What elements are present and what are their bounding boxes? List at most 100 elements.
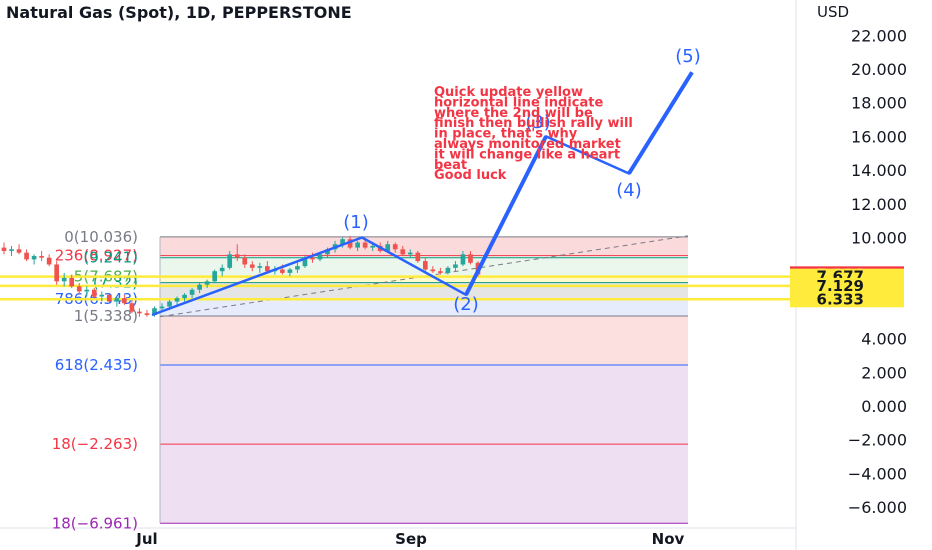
candle-body [415, 252, 421, 262]
fib-level-label: 0(10.036) [64, 228, 138, 246]
price-tick: 4.000 [861, 330, 907, 349]
candle-body [340, 239, 345, 245]
fib-level-label: (7.32) [93, 274, 138, 292]
candle-body [430, 269, 436, 272]
candle-body [227, 254, 233, 268]
candle-body [9, 249, 14, 251]
price-tick: 18.000 [851, 94, 907, 113]
price-tick: 10.000 [851, 229, 907, 248]
candle-body [99, 294, 105, 297]
time-tick: Nov [652, 530, 685, 548]
candle-body [137, 311, 142, 314]
time-tick: Jul [135, 530, 157, 548]
candle-body [84, 289, 90, 292]
price-axis[interactable]: 22.000 20.000 18.000 16.000 14.000 12.000 10.0… [848, 26, 907, 517]
fib-zone [160, 316, 688, 365]
fib-level-label: 18(−2.263) [52, 435, 138, 453]
candle-body [265, 266, 270, 272]
candle-body [1, 247, 7, 251]
candle-body [189, 289, 195, 295]
fib-zone [160, 276, 688, 283]
candle-body [310, 257, 315, 260]
candle-body [61, 277, 67, 282]
candle-body [423, 261, 428, 270]
annotation-line: Good luck [434, 168, 507, 183]
wave-label[interactable]: (3) [525, 112, 551, 133]
fib-level-label: 18(−6.961) [52, 514, 138, 532]
symbol-title[interactable]: Natural Gas (Spot), 1D, PEPPERSTONE [6, 3, 352, 22]
candle-body [144, 313, 150, 316]
candle-body [407, 252, 413, 255]
wave-leg-5 [627, 71, 694, 175]
candle-body [460, 254, 466, 265]
candle-body [249, 264, 255, 268]
fib-zone [160, 444, 688, 524]
annotation-line: always monitored market [434, 137, 621, 152]
candle-body [39, 256, 44, 258]
candle-body [24, 252, 29, 260]
price-tick: 16.000 [851, 127, 907, 146]
candle-body [453, 264, 458, 268]
price-tick: 20.000 [851, 60, 907, 79]
candle-body [174, 298, 180, 302]
candle-body [362, 242, 368, 248]
price-tick: −4.000 [848, 464, 907, 483]
candle-body [159, 306, 165, 309]
candle-body [167, 301, 172, 307]
annotation-line: it will change like a heart [434, 147, 620, 162]
annotation-line: finish then bullish rally will [434, 116, 633, 131]
price-tick: −2.000 [848, 431, 907, 450]
annotation-line: where the 2nd will be [434, 106, 593, 121]
candle-body [347, 239, 353, 248]
candle-body [182, 294, 187, 299]
annotation-line: beat [434, 158, 467, 173]
time-axis[interactable]: Jul Sep Nov [135, 530, 684, 548]
wave-label[interactable]: (5) [675, 46, 701, 67]
candle-body [54, 264, 59, 282]
candle-body [280, 269, 285, 273]
candle-body [370, 245, 375, 248]
candle-body [16, 249, 22, 253]
candle-body [295, 266, 300, 270]
candle-body [69, 277, 75, 287]
price-badge-label: 6.333 [817, 290, 864, 308]
wave-label[interactable]: (1) [343, 212, 369, 233]
wave-label[interactable]: (4) [616, 180, 642, 201]
candle-body [257, 266, 263, 268]
candle-body [114, 298, 120, 302]
candle-body [385, 244, 391, 251]
wave-label[interactable]: (2) [453, 294, 479, 315]
candle-body [287, 269, 293, 273]
annotation-line: in place, that's why [434, 127, 578, 142]
candle-body [468, 254, 473, 263]
candle-body [129, 303, 135, 312]
candle-body [204, 281, 210, 285]
currency-label: USD [817, 3, 850, 21]
fib-level-label: 236(8.927) [55, 247, 138, 265]
candle-body [445, 267, 451, 273]
candle-body [122, 298, 127, 304]
candle-body [91, 289, 97, 297]
wave-leg-3 [464, 135, 548, 296]
price-tick: 0.000 [861, 397, 907, 416]
fib-level-label: 1(5.338) [74, 307, 138, 325]
price-badge-label: 7.129 [817, 277, 864, 295]
fibonacci-retracement[interactable]: 0(10.036)236(8.927)(9.241)5(7.687)(7.32)… [52, 228, 689, 532]
fib-zone [160, 299, 688, 317]
candle-body [325, 249, 330, 255]
elliott-wave-projection[interactable]: (1) (2) (3) (4) (5) [151, 46, 701, 317]
candle-body [152, 308, 157, 316]
fib-zone [160, 236, 688, 256]
annotation-line: Quick update yellow [434, 85, 583, 100]
price-tick: −6.000 [848, 498, 907, 517]
candle-body [212, 271, 217, 282]
annotation-line: horizontal line indicate [434, 95, 603, 110]
candle-body [317, 254, 323, 260]
candle-body [242, 257, 248, 265]
price-tick: 12.000 [851, 195, 907, 214]
yellow-horizontal-lines[interactable] [0, 275, 790, 301]
candle-body [438, 271, 443, 273]
